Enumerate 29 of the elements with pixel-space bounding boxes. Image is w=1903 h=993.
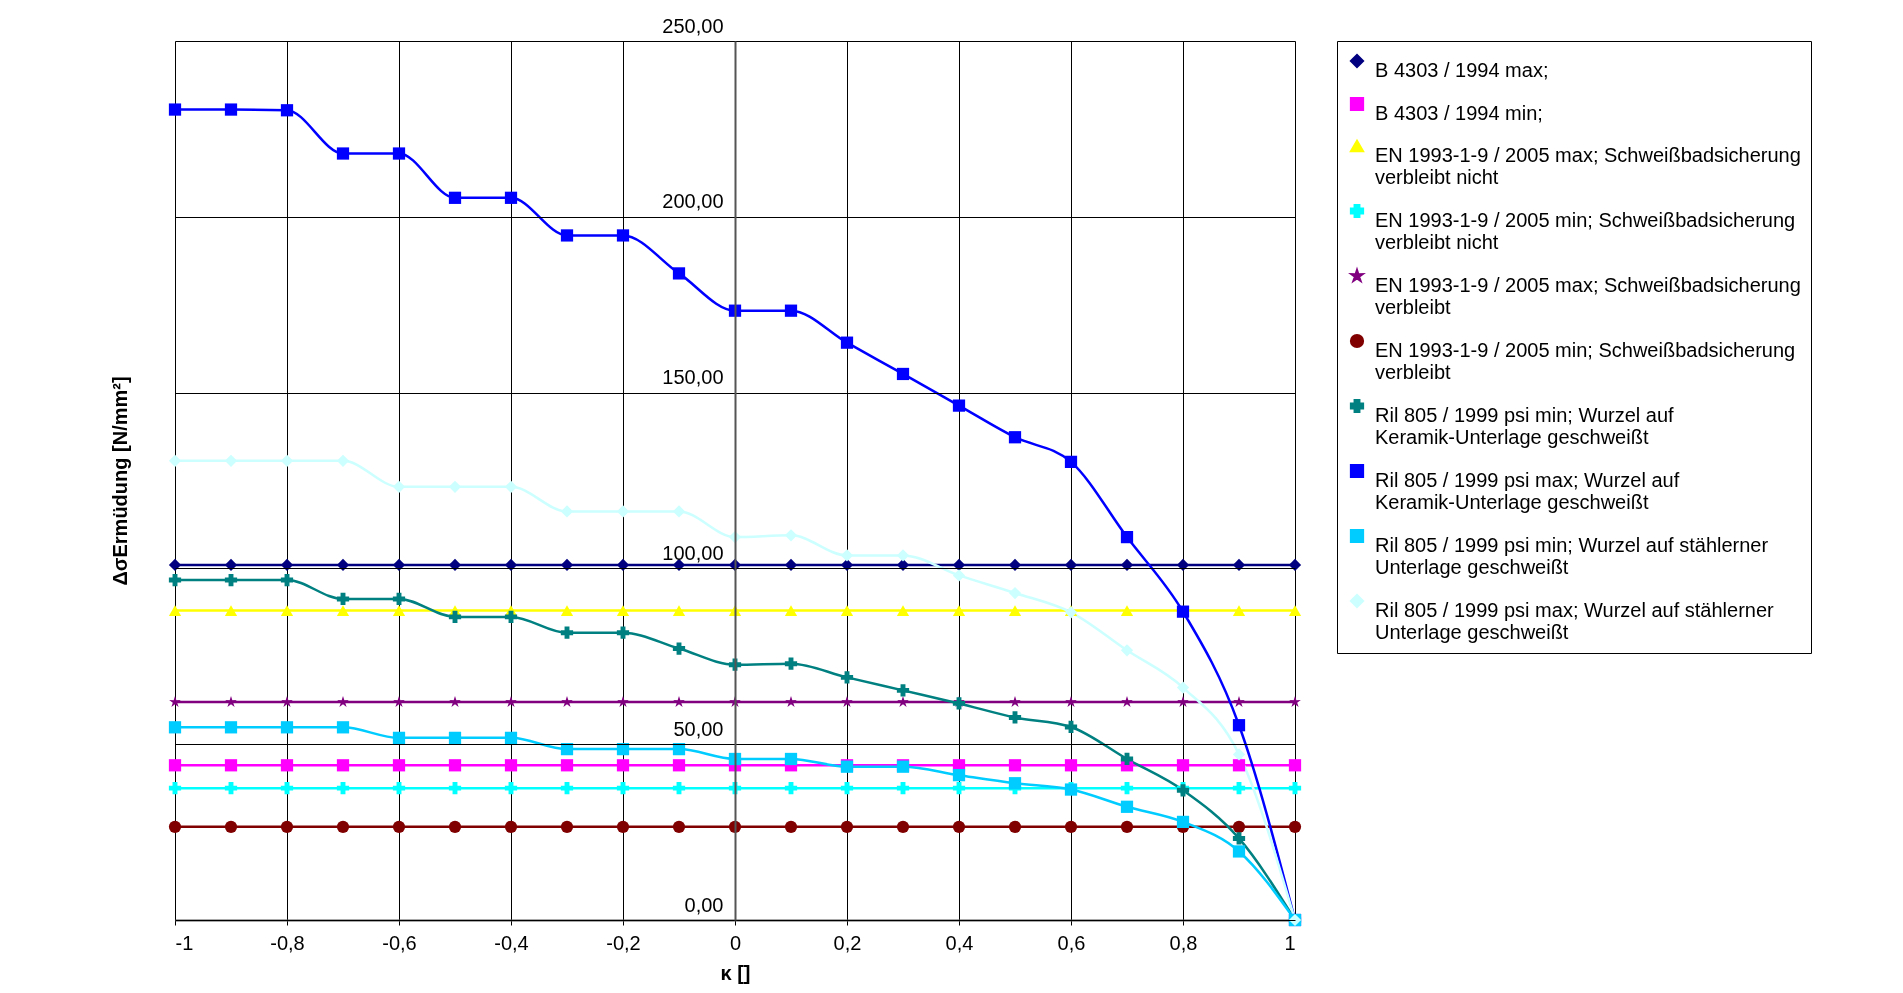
legend-label: Ril 805 / 1999 psi min; Wurzel auf Keramik-Unterlage geschweißt [1375, 404, 1675, 448]
x-tick-label: 0,6 [1057, 931, 1086, 954]
x-tick-label: 0 [729, 931, 742, 954]
x-tick-label: -0,4 [494, 931, 529, 954]
y-axis-title: ΔσErmüdung [N/mm²] [108, 376, 131, 586]
legend-label: EN 1993-1-9 / 2005 max; Schweißbadsicherung verbleibt [1375, 274, 1801, 318]
y-tick-label: 200,00 [662, 190, 724, 213]
legend-label: EN 1993-1-9 / 2005 min; Schweißbadsicherung verbleibt [1375, 339, 1796, 383]
x-tick-label: 0,8 [1169, 931, 1198, 954]
legend-label: B 4303 / 1994 min; [1375, 102, 1543, 124]
x-tick-label: -0,2 [606, 931, 641, 954]
y-tick-label: 100,00 [662, 541, 724, 564]
x-axis-title: κ [] [720, 961, 751, 984]
legend-label: Ril 805 / 1999 psi max; Wurzel auf Keramik-Unterlage geschweißt [1375, 469, 1680, 513]
y-tick-label: 50,00 [673, 717, 724, 740]
x-tick-label: 0,4 [945, 931, 974, 954]
y-tick-label: 150,00 [662, 366, 724, 389]
legend-label: EN 1993-1-9 / 2005 max; Schweißbadsicherung verbleibt nicht [1375, 144, 1801, 188]
x-tick-label: -0,8 [270, 931, 305, 954]
legend-label: EN 1993-1-9 / 2005 min; Schweißbadsicherung verbleibt nicht [1375, 209, 1796, 253]
legend-label: B 4303 / 1994 max; [1375, 59, 1549, 81]
x-tick-label: -1 [175, 931, 194, 954]
y-tick-label: 0,00 [684, 893, 724, 916]
x-tick-label: 0,2 [833, 931, 862, 954]
legend-label: Ril 805 / 1999 psi max; Wurzel auf stählerner Unterlage geschweißt [1375, 599, 1775, 643]
x-tick-label: 1 [1284, 931, 1296, 954]
x-tick-label: -0,6 [382, 931, 417, 954]
y-tick-label: 250,00 [662, 14, 724, 37]
legend-label: Ril 805 / 1999 psi min; Wurzel auf stählerner Unterlage geschweißt [1375, 534, 1769, 578]
